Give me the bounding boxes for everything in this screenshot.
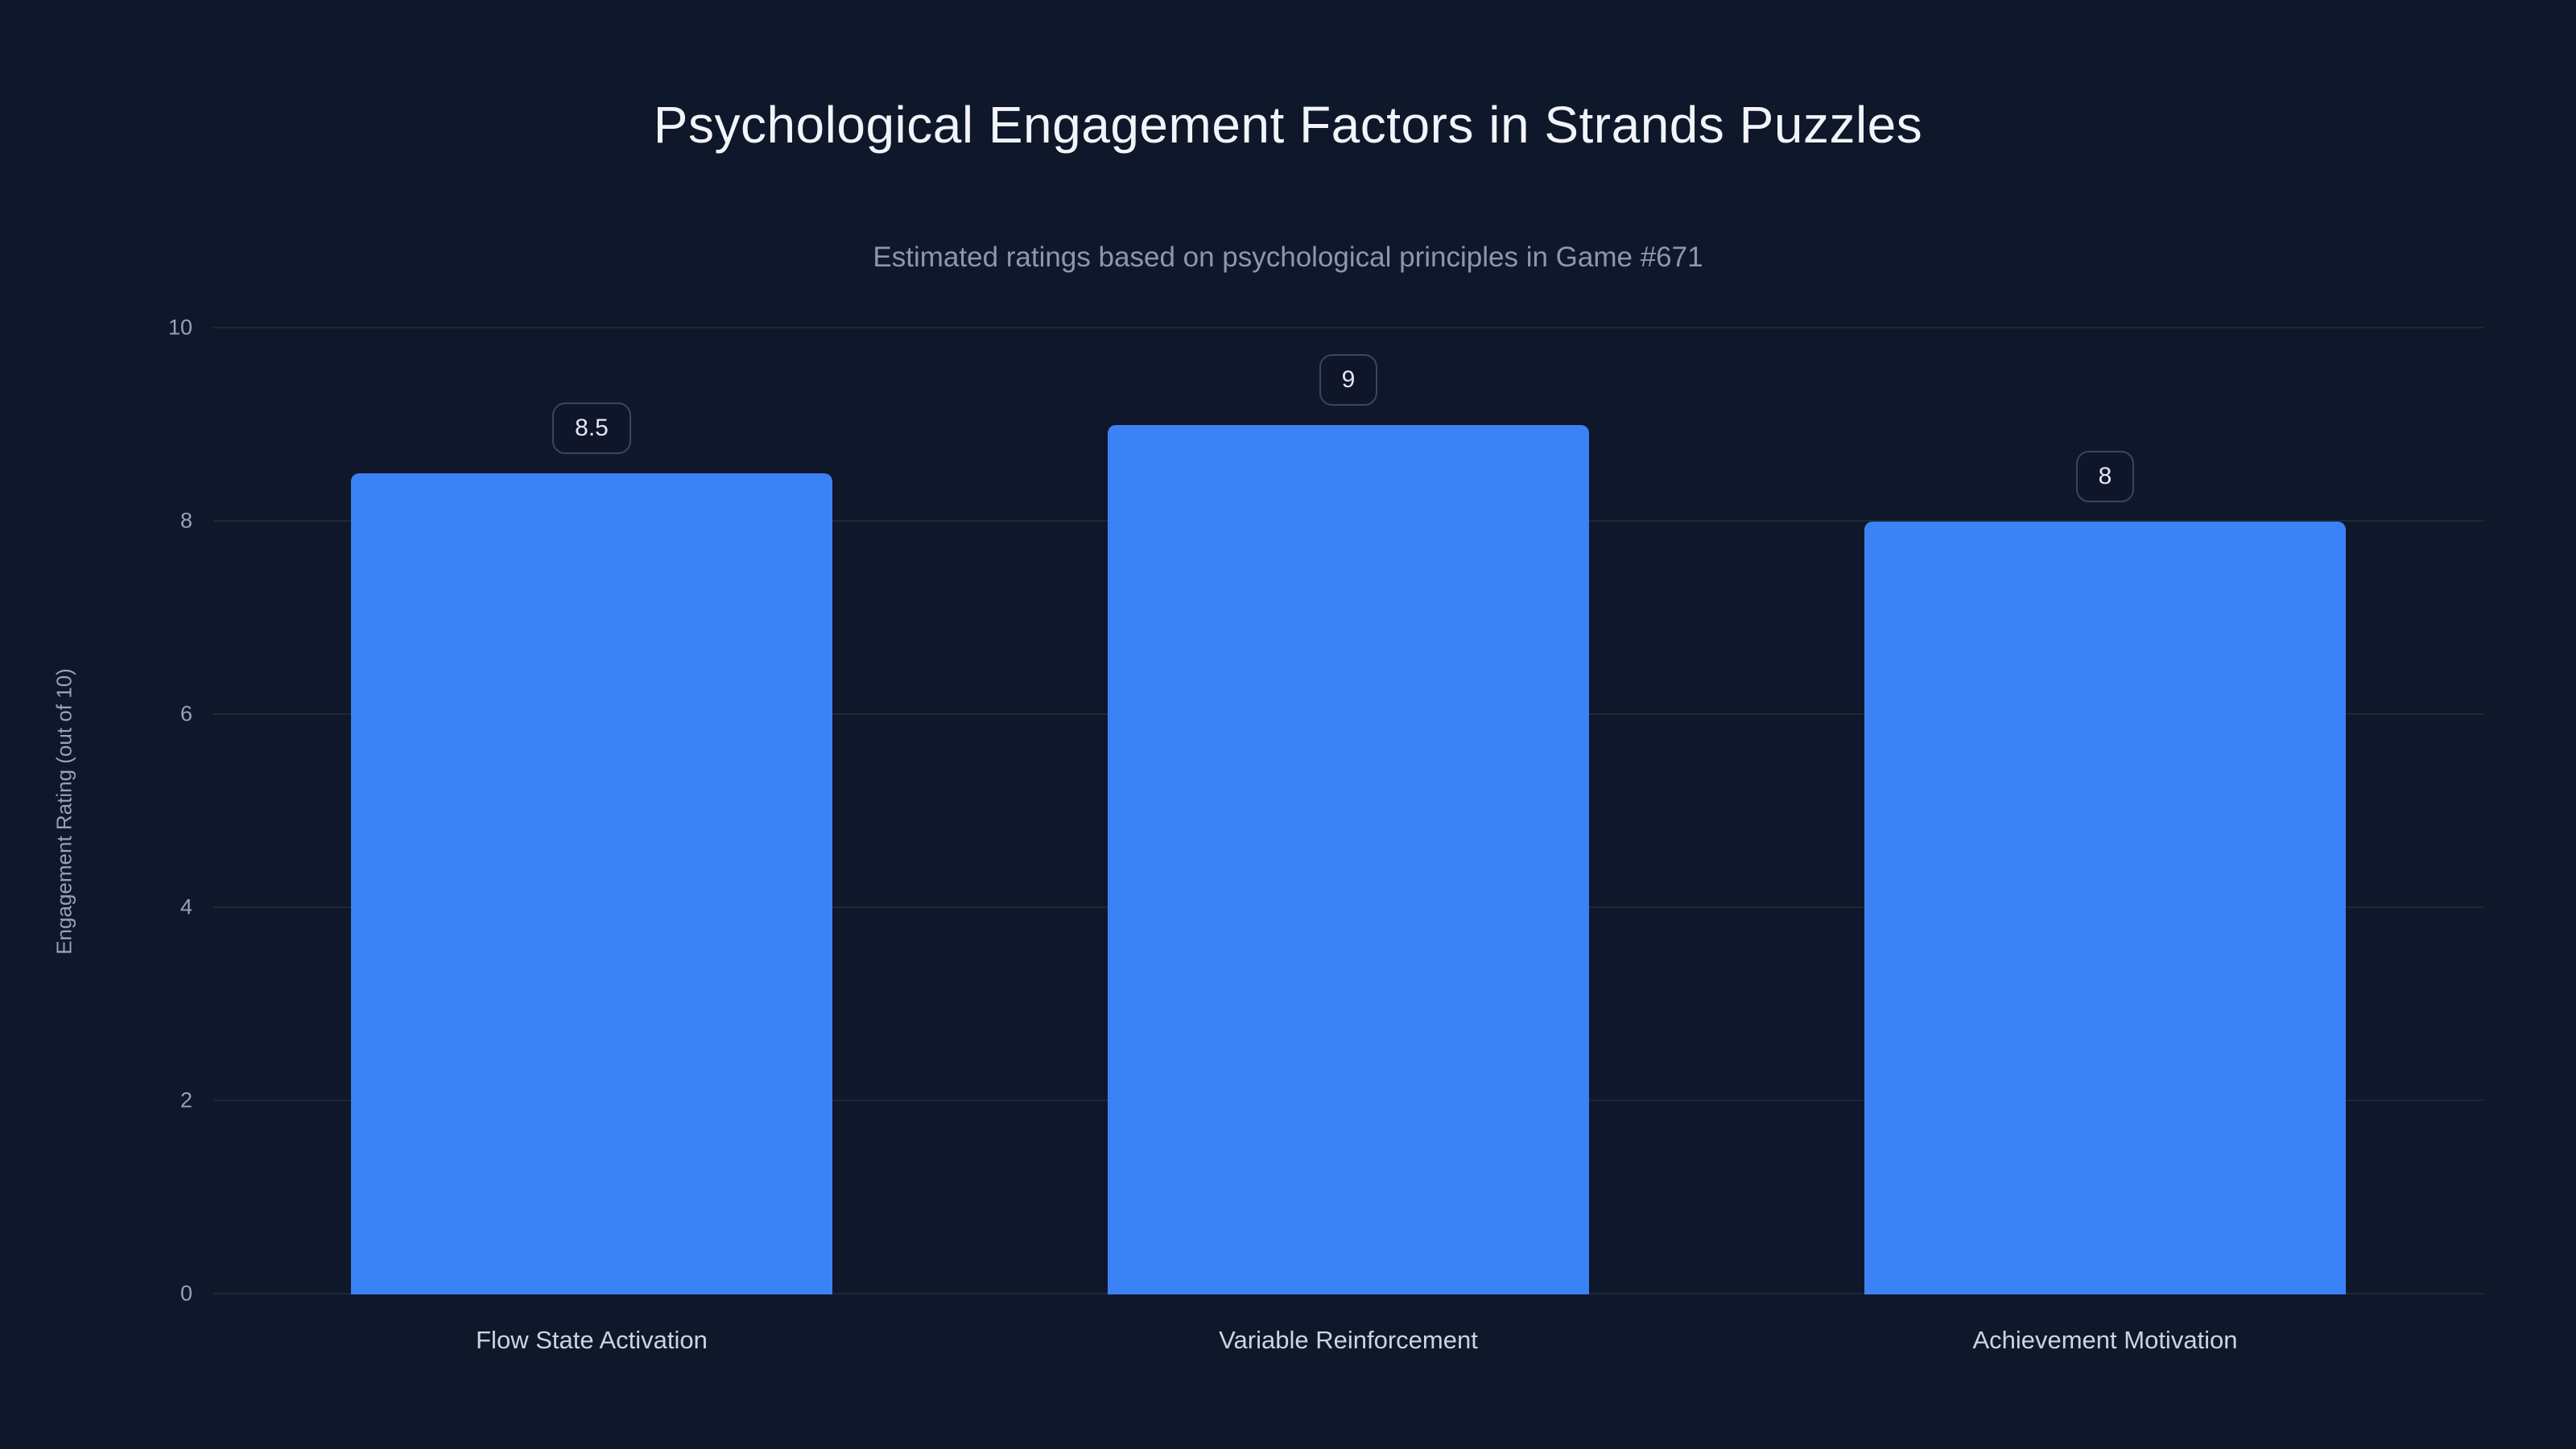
bar-slot: 9 Variable Reinforcement	[970, 328, 1727, 1354]
value-badge: 8.5	[552, 402, 631, 454]
x-category-label: Flow State Activation	[476, 1326, 708, 1354]
y-tick-label: 2	[180, 1088, 192, 1113]
gridline: 10	[168, 316, 2483, 340]
x-category-label: Achievement Motivation	[1972, 1326, 2238, 1354]
bar	[1108, 425, 1589, 1294]
value-badge: 9	[1319, 354, 1378, 406]
bar	[1864, 522, 2346, 1294]
bar-slot: 8 Achievement Motivation	[1727, 328, 2483, 1354]
bar-chart: Engagement Rating (out of 10) 0 2 4 6 8 10 8.…	[52, 316, 2483, 1354]
value-badge: 8	[2075, 451, 2135, 502]
bar-series: 8.5 Flow State Activation 9 Variable Reinfo…	[213, 328, 2483, 1354]
y-tick-label: 10	[167, 315, 192, 340]
x-category-label: Variable Reinforcement	[1219, 1326, 1478, 1354]
chart-title: Psychological Engagement Factors in Stra…	[653, 96, 1923, 154]
bar	[351, 473, 832, 1294]
chart-subtitle: Estimated ratings based on psychological…	[873, 242, 1703, 273]
y-tick-label: 6	[180, 701, 192, 726]
y-axis-title: Engagement Rating (out of 10)	[52, 668, 76, 955]
y-tick-label: 0	[180, 1281, 192, 1306]
y-tick-label: 4	[180, 894, 192, 919]
bar-slot: 8.5 Flow State Activation	[213, 328, 970, 1354]
y-tick-label: 8	[180, 508, 192, 533]
